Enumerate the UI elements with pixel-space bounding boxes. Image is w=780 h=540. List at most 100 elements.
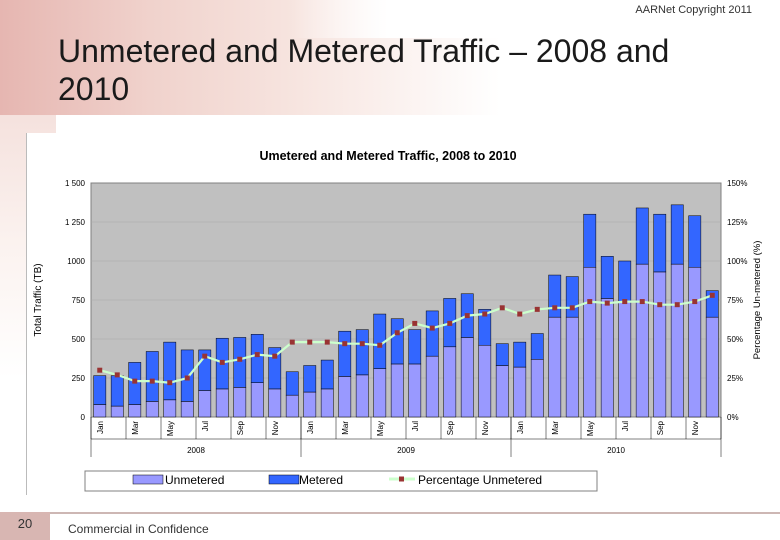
chart-legend: Unmetered Metered Percentage Unmetered (84, 470, 598, 492)
bar-unmetered (233, 387, 247, 418)
y2-axis-ticks: 0% 25% 50% 75% 100% 125% 150% (727, 179, 747, 422)
percentage-marker (254, 352, 260, 358)
x-tick-label: Nov (271, 421, 280, 435)
percentage-marker (149, 378, 155, 384)
percentage-marker (587, 299, 593, 305)
bar-unmetered (285, 394, 299, 418)
percentage-marker (482, 311, 488, 317)
slide-number: 20 (0, 512, 50, 540)
gridlines (91, 221, 721, 379)
bars (93, 204, 719, 418)
bar-unmetered (688, 266, 702, 418)
chart-panel: Umetered and Metered Traffic, 2008 to 20… (26, 133, 780, 495)
x-tick-label: Mar (551, 421, 560, 435)
bar-unmetered (320, 388, 334, 418)
y2-axis-label: Percentage Un-metered (%) (752, 241, 763, 360)
legend-marker-percentage (399, 476, 404, 482)
percentage-marker (657, 302, 663, 308)
chart-title: Umetered and Metered Traffic, 2008 to 20… (259, 149, 516, 163)
bar-metered (635, 207, 649, 265)
x-tick-label: Nov (481, 421, 490, 435)
percentage-marker (569, 305, 575, 311)
percentage-marker (412, 320, 418, 326)
bar-metered (670, 204, 684, 265)
percentage-marker (534, 306, 540, 312)
bar-unmetered (635, 263, 649, 418)
bar-unmetered (705, 316, 719, 418)
bar-unmetered (268, 388, 282, 418)
bar-unmetered (198, 390, 212, 418)
bar-metered (93, 375, 107, 405)
y-tick-label: 0 (81, 413, 86, 422)
percentage-marker (342, 341, 348, 347)
y-tick-label: 1 250 (65, 218, 86, 227)
bar-metered (408, 329, 422, 365)
legend-label-percentage: Percentage Unmetered (418, 473, 542, 487)
year-label: 2010 (607, 446, 625, 455)
bar-unmetered (303, 391, 317, 418)
percentage-marker (359, 341, 365, 347)
percentage-marker (517, 311, 523, 317)
x-tick-label: Jan (306, 421, 315, 434)
bar-metered (268, 347, 282, 390)
y-axis-ticks: 0 250 500 750 1000 1 250 1 500 (65, 179, 86, 422)
y-axis-label: Total Traffic (TB) (33, 263, 44, 336)
bar-metered (478, 309, 492, 346)
bar-unmetered (355, 374, 369, 418)
percentage-marker (184, 375, 190, 381)
bar-unmetered (408, 363, 422, 418)
bar-unmetered (373, 368, 387, 418)
percentage-marker (272, 353, 278, 359)
bar-unmetered (338, 376, 352, 418)
bar-metered (163, 341, 177, 401)
bar-unmetered (600, 298, 614, 418)
bar-metered (653, 213, 667, 273)
bar-metered (145, 351, 159, 402)
bar-metered (530, 333, 544, 360)
legend-swatch-unmetered (132, 474, 164, 485)
bar-unmetered (425, 355, 439, 418)
bar-metered (583, 213, 597, 268)
bar-metered (320, 359, 334, 390)
percentage-marker (447, 320, 453, 326)
bar-metered (513, 341, 527, 368)
percentage-marker (202, 353, 208, 359)
x-axis-ticks: Jan Mar May Jul Sep Nov Jan Mar May Jul Sep Nov Jan M… (90, 417, 722, 457)
x-tick-label: May (376, 421, 385, 436)
bar-metered (548, 274, 562, 318)
bar-metered (425, 310, 439, 357)
bar-unmetered (145, 401, 159, 418)
percentage-marker (604, 300, 610, 306)
bar-unmetered (548, 316, 562, 418)
percentage-marker (464, 313, 470, 319)
x-tick-label: Nov (691, 421, 700, 435)
bar-metered (495, 343, 509, 366)
bar-unmetered (495, 365, 509, 418)
x-tick-label: Mar (131, 421, 140, 435)
percentage-marker (97, 367, 103, 373)
bar-unmetered (250, 382, 264, 418)
bar-metered (338, 330, 352, 377)
x-tick-label: Mar (341, 421, 350, 435)
percentage-marker (237, 356, 243, 362)
bar-metered (600, 256, 614, 299)
bar-unmetered (670, 263, 684, 418)
legend-label-unmetered: Unmetered (165, 473, 224, 487)
bar-metered (303, 365, 317, 393)
legend-label-metered: Metered (299, 473, 343, 487)
percentage-line (99, 294, 713, 384)
bar-unmetered (390, 363, 404, 418)
year-label: 2008 (187, 446, 205, 455)
bar-metered (390, 318, 404, 365)
percentage-marker (692, 299, 698, 305)
percentage-line-path (99, 294, 713, 384)
copyright-text: AARNet Copyright 2011 (635, 4, 752, 16)
percentage-marker (377, 342, 383, 348)
y-tick-label: 250 (72, 374, 86, 383)
bar-metered (233, 337, 247, 388)
percentage-marker (674, 302, 680, 308)
percentage-marker (219, 359, 225, 365)
percentage-marker (307, 339, 313, 345)
x-tick-label: Jan (516, 421, 525, 434)
percentage-marker (709, 292, 715, 298)
